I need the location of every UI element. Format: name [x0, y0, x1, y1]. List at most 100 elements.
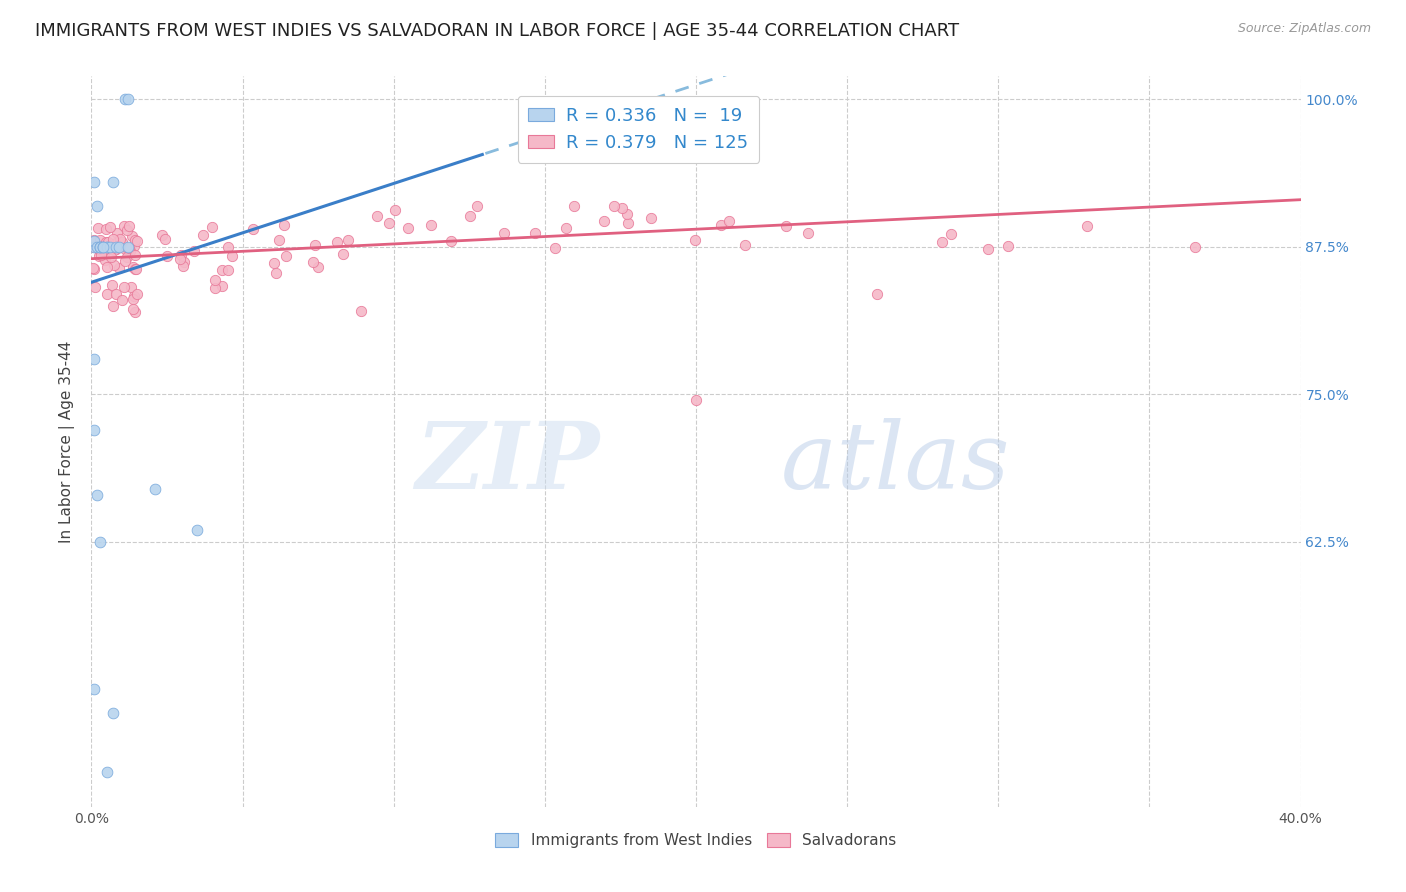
Point: [101, 175, 124, 189]
Point: [96, 240, 118, 254]
Point: [554, 221, 576, 235]
Point: [616, 207, 638, 221]
Point: [143, 482, 166, 496]
Point: [204, 273, 226, 287]
Point: [93, 245, 115, 260]
Point: [221, 249, 243, 263]
Point: [217, 240, 239, 254]
Point: [118, 241, 141, 255]
Point: [83, 175, 105, 189]
Point: [150, 228, 173, 243]
Point: [156, 248, 179, 262]
Point: [104, 287, 127, 301]
Point: [276, 249, 298, 263]
Point: [96, 260, 118, 274]
Point: [96, 764, 118, 779]
Point: [101, 706, 124, 720]
Point: [211, 263, 233, 277]
Point: [997, 239, 1019, 253]
Point: [100, 250, 122, 264]
Point: [118, 219, 141, 233]
Point: [866, 287, 889, 301]
Point: [112, 279, 135, 293]
Point: [83, 423, 105, 437]
Point: [101, 232, 124, 246]
Point: [169, 252, 191, 266]
Point: [117, 240, 139, 254]
Point: [112, 219, 135, 233]
Point: [211, 279, 233, 293]
Point: [939, 227, 962, 242]
Point: [419, 218, 441, 232]
Point: [87, 221, 110, 235]
Point: [90, 248, 112, 262]
Point: [121, 292, 143, 306]
Point: [366, 209, 388, 223]
Point: [83, 682, 105, 697]
Point: [217, 263, 239, 277]
Point: [101, 299, 124, 313]
Point: [603, 199, 626, 213]
Point: [302, 255, 325, 269]
Point: [186, 523, 208, 537]
Point: [105, 242, 128, 256]
Point: [685, 233, 707, 247]
Point: [124, 304, 146, 318]
Point: [125, 262, 148, 277]
Point: [83, 234, 105, 248]
Point: [332, 246, 354, 260]
Point: [104, 240, 127, 254]
Point: [977, 242, 1000, 256]
Point: [114, 92, 136, 106]
Point: [173, 255, 195, 269]
Point: [94, 253, 117, 268]
Point: [114, 253, 136, 268]
Point: [1184, 240, 1206, 254]
Point: [170, 248, 193, 262]
Point: [89, 244, 111, 258]
Point: [544, 241, 567, 255]
Point: [100, 243, 122, 257]
Point: [111, 235, 134, 249]
Point: [124, 239, 146, 253]
Point: [111, 293, 132, 307]
Point: [83, 280, 105, 294]
Point: [98, 240, 121, 254]
Point: [115, 251, 138, 265]
Point: [83, 239, 105, 253]
Point: [734, 237, 756, 252]
Point: [105, 226, 128, 240]
Point: [115, 223, 138, 237]
Point: [96, 235, 118, 249]
Y-axis label: In Labor Force | Age 35-44: In Labor Force | Age 35-44: [59, 341, 76, 542]
Point: [717, 214, 740, 228]
Point: [103, 243, 125, 257]
Point: [201, 220, 224, 235]
Point: [89, 240, 111, 254]
Point: [100, 219, 122, 234]
Point: [931, 235, 953, 250]
Point: [83, 234, 105, 248]
Point: [267, 233, 290, 247]
Point: [616, 216, 638, 230]
Point: [83, 261, 105, 276]
Point: [124, 262, 146, 277]
Point: [89, 240, 111, 254]
Point: [264, 266, 287, 280]
Point: [108, 260, 131, 275]
Point: [562, 199, 585, 213]
Point: [125, 234, 148, 248]
Point: [640, 211, 662, 226]
Text: Source: ZipAtlas.com: Source: ZipAtlas.com: [1237, 22, 1371, 36]
Point: [83, 351, 105, 366]
Point: [384, 202, 406, 217]
Point: [378, 216, 401, 230]
Point: [115, 240, 138, 254]
Point: [440, 234, 463, 248]
Point: [107, 240, 129, 254]
Point: [93, 240, 115, 254]
Point: [273, 218, 295, 232]
Point: [458, 209, 481, 223]
Point: [89, 240, 111, 254]
Point: [89, 534, 111, 549]
